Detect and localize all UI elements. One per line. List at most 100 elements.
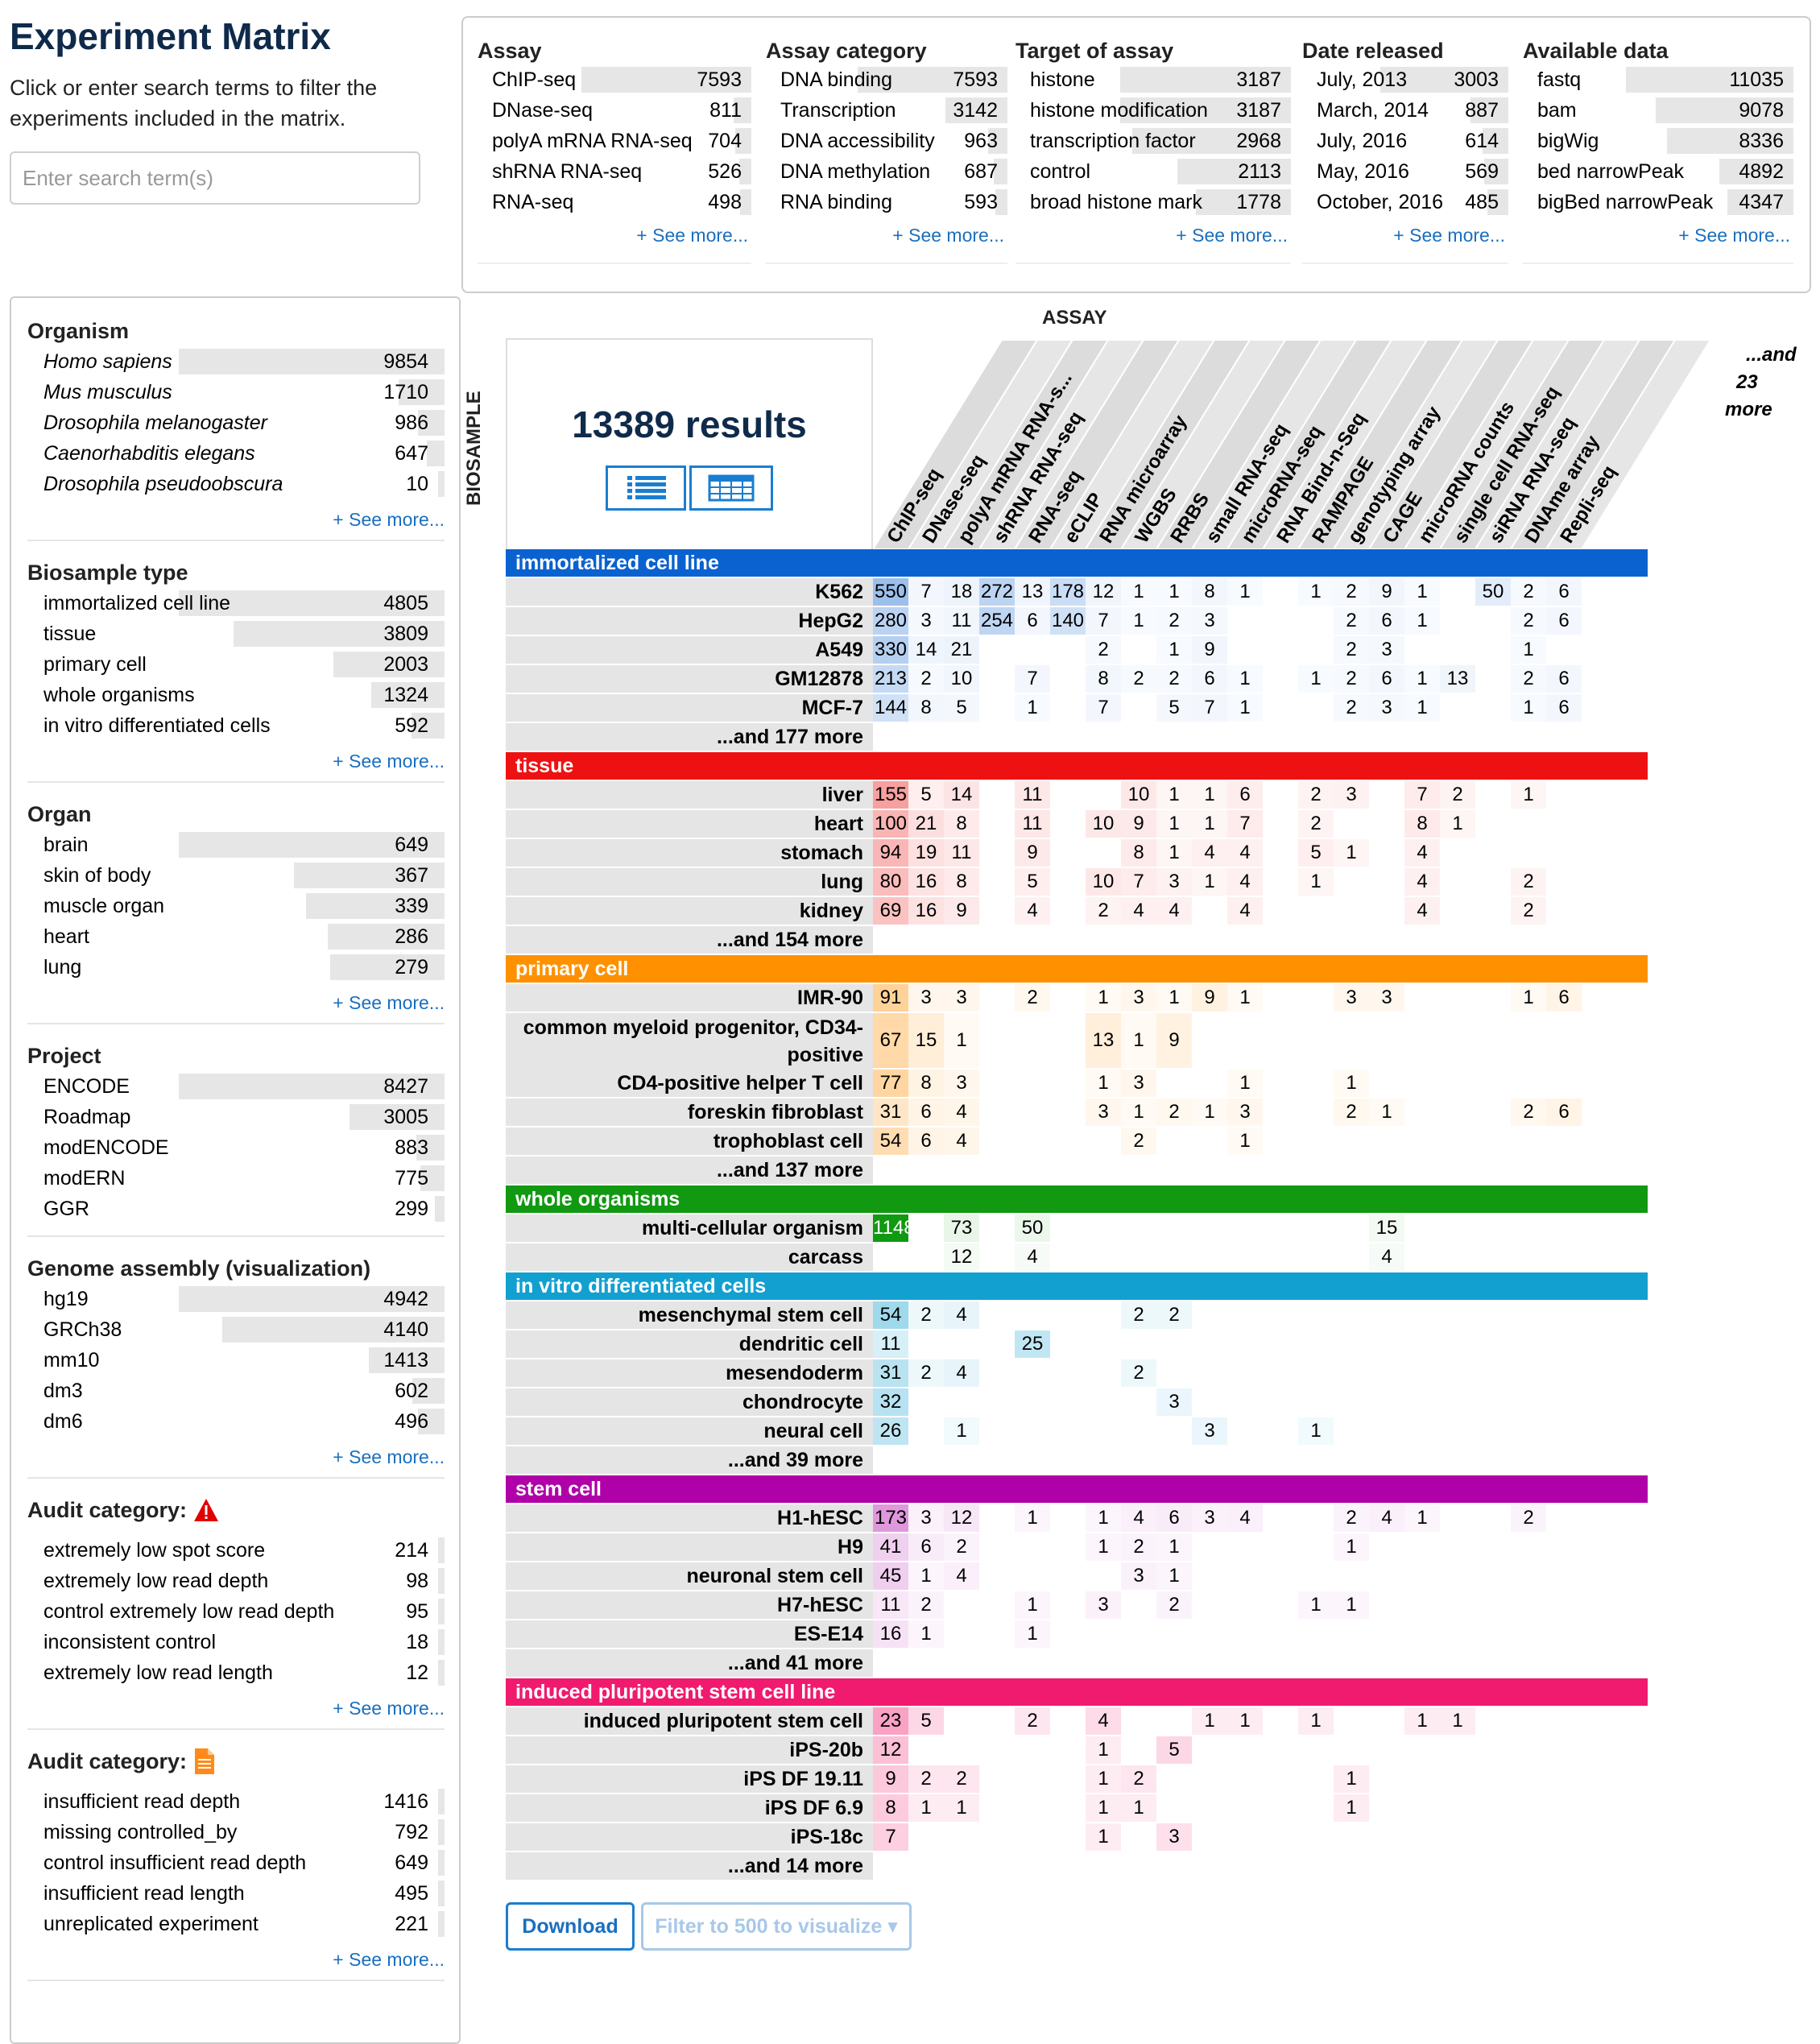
matrix-cell[interactable]: 1 [1404, 578, 1440, 606]
matrix-cell[interactable]: 1 [1298, 578, 1334, 606]
matrix-cell[interactable]: 1 [1298, 868, 1334, 896]
matrix-cell[interactable]: 9 [1156, 1013, 1192, 1068]
facet-term[interactable]: brain 649 [27, 830, 445, 860]
matrix-cell[interactable]: 1 [1404, 694, 1440, 722]
matrix-cell[interactable]: 7 [1086, 607, 1121, 635]
matrix-cell[interactable]: 2 [1334, 1099, 1369, 1126]
matrix-cell[interactable]: 4 [1227, 839, 1263, 867]
matrix-cell[interactable]: 1 [1192, 1707, 1227, 1735]
matrix-cell[interactable]: 3 [944, 1070, 979, 1097]
matrix-cell[interactable]: 12 [944, 1504, 979, 1532]
facet-term[interactable]: dm6 496 [27, 1406, 445, 1437]
matrix-cell[interactable]: 67 [873, 1013, 908, 1068]
facet-term[interactable]: whole organisms 1324 [27, 680, 445, 710]
matrix-cell[interactable]: 2 [1086, 636, 1121, 664]
matrix-cell[interactable]: 2 [944, 1533, 979, 1561]
table-view-button[interactable] [689, 465, 773, 511]
matrix-cell[interactable]: 2 [1511, 578, 1546, 606]
matrix-cell[interactable]: 1 [1156, 781, 1192, 809]
matrix-cell[interactable]: 1 [1156, 839, 1192, 867]
matrix-cell[interactable]: 8 [1121, 839, 1156, 867]
matrix-cell[interactable]: 1 [1015, 694, 1050, 722]
matrix-cell[interactable]: 1 [1334, 839, 1369, 867]
matrix-cell[interactable]: 4 [1121, 897, 1156, 925]
matrix-cell[interactable]: 1 [1086, 1736, 1121, 1764]
matrix-cell[interactable]: 2 [1298, 810, 1334, 838]
matrix-cell[interactable]: 12 [873, 1736, 908, 1764]
see-more-link[interactable] [27, 1224, 445, 1235]
facet-term[interactable]: modENCODE 883 [27, 1132, 445, 1163]
matrix-cell[interactable]: 3 [908, 984, 944, 1012]
matrix-cell[interactable]: 2 [1511, 665, 1546, 693]
see-more-link[interactable]: + See more... [333, 992, 445, 1013]
matrix-cell[interactable]: 4 [1227, 897, 1263, 925]
matrix-cell[interactable]: 8 [1086, 665, 1121, 693]
matrix-cell[interactable]: 11 [1015, 810, 1050, 838]
matrix-cell[interactable]: 6 [1156, 1504, 1192, 1532]
facet-term[interactable]: transcription factor 2968 [1015, 126, 1291, 156]
matrix-cell[interactable]: 1 [908, 1562, 944, 1590]
matrix-cell[interactable]: 2 [1156, 1591, 1192, 1619]
matrix-cell[interactable]: 2 [1156, 1099, 1192, 1126]
facet-term[interactable]: extremely low spot score 214 [27, 1535, 445, 1566]
matrix-cell[interactable]: 8 [944, 868, 979, 896]
matrix-cell[interactable]: 5 [1156, 1736, 1192, 1764]
row-label[interactable]: multi-cellular organism [506, 1214, 873, 1242]
matrix-cell[interactable]: 1 [944, 1013, 979, 1068]
facet-term[interactable]: ENCODE 8427 [27, 1071, 445, 1102]
matrix-cell[interactable]: 9 [944, 897, 979, 925]
category-header[interactable]: immortalized cell line [506, 549, 1648, 577]
matrix-cell[interactable]: 2 [1086, 897, 1121, 925]
matrix-cell[interactable]: 1 [1440, 810, 1475, 838]
matrix-cell[interactable]: 1 [1511, 781, 1546, 809]
matrix-cell[interactable]: 1 [1227, 1128, 1263, 1155]
matrix-cell[interactable]: 1 [1334, 1591, 1369, 1619]
category-header[interactable]: in vitro differentiated cells [506, 1272, 1648, 1300]
matrix-cell[interactable]: 16 [873, 1620, 908, 1648]
matrix-cell[interactable]: 10 [1086, 810, 1121, 838]
row-label[interactable]: foreskin fibroblast [506, 1099, 873, 1126]
row-label[interactable]: IMR-90 [506, 984, 873, 1012]
matrix-cell[interactable]: 2 [1334, 578, 1369, 606]
matrix-cell[interactable]: 8 [1404, 810, 1440, 838]
facet-term[interactable]: control 2113 [1015, 156, 1291, 187]
matrix-cell[interactable]: 3 [1334, 984, 1369, 1012]
matrix-cell[interactable]: 41 [873, 1533, 908, 1561]
matrix-cell[interactable]: 18 [944, 578, 979, 606]
matrix-cell[interactable]: 4 [1156, 897, 1192, 925]
matrix-cell[interactable]: 8 [908, 1070, 944, 1097]
matrix-cell[interactable]: 3 [1192, 1504, 1227, 1532]
matrix-cell[interactable]: 3 [1227, 1099, 1263, 1126]
matrix-cell[interactable]: 6 [1192, 665, 1227, 693]
matrix-cell[interactable]: 31 [873, 1099, 908, 1126]
matrix-cell[interactable]: 2 [1121, 1533, 1156, 1561]
filter-visualize-button[interactable]: Filter to 500 to visualize ▾ [641, 1902, 912, 1951]
matrix-cell[interactable]: 1 [1192, 810, 1227, 838]
matrix-cell[interactable]: 2 [1334, 636, 1369, 664]
row-label[interactable]: heart [506, 810, 873, 838]
matrix-cell[interactable]: 1 [1334, 1794, 1369, 1822]
matrix-cell[interactable]: 1 [1227, 694, 1263, 722]
category-header[interactable]: induced pluripotent stem cell line [506, 1678, 1648, 1706]
matrix-cell[interactable]: 1 [1086, 984, 1121, 1012]
matrix-cell[interactable]: 16 [908, 868, 944, 896]
facet-term[interactable]: insufficient read length 495 [27, 1878, 445, 1909]
matrix-cell[interactable]: 4 [1227, 1504, 1263, 1532]
row-label[interactable]: H1-hESC [506, 1504, 873, 1532]
matrix-cell[interactable]: 12 [944, 1243, 979, 1271]
matrix-cell[interactable]: 1 [1334, 1533, 1369, 1561]
matrix-cell[interactable]: 2 [1121, 1128, 1156, 1155]
list-view-button[interactable] [606, 465, 686, 511]
more-rows-link[interactable]: ...and 14 more [506, 1852, 873, 1880]
matrix-cell[interactable]: 2 [1121, 1359, 1156, 1387]
matrix-cell[interactable]: 1 [1404, 1504, 1440, 1532]
facet-term[interactable]: ChIP-seq 7593 [478, 64, 751, 95]
matrix-cell[interactable]: 6 [1546, 694, 1582, 722]
row-label[interactable]: iPS DF 19.11 [506, 1765, 873, 1793]
matrix-cell[interactable]: 2 [1511, 1504, 1546, 1532]
row-label[interactable]: neural cell [506, 1417, 873, 1445]
matrix-cell[interactable]: 1 [1121, 1013, 1156, 1068]
matrix-cell[interactable]: 5 [908, 781, 944, 809]
matrix-cell[interactable]: 1 [1086, 1070, 1121, 1097]
see-more-link[interactable]: + See more... [892, 225, 1004, 246]
